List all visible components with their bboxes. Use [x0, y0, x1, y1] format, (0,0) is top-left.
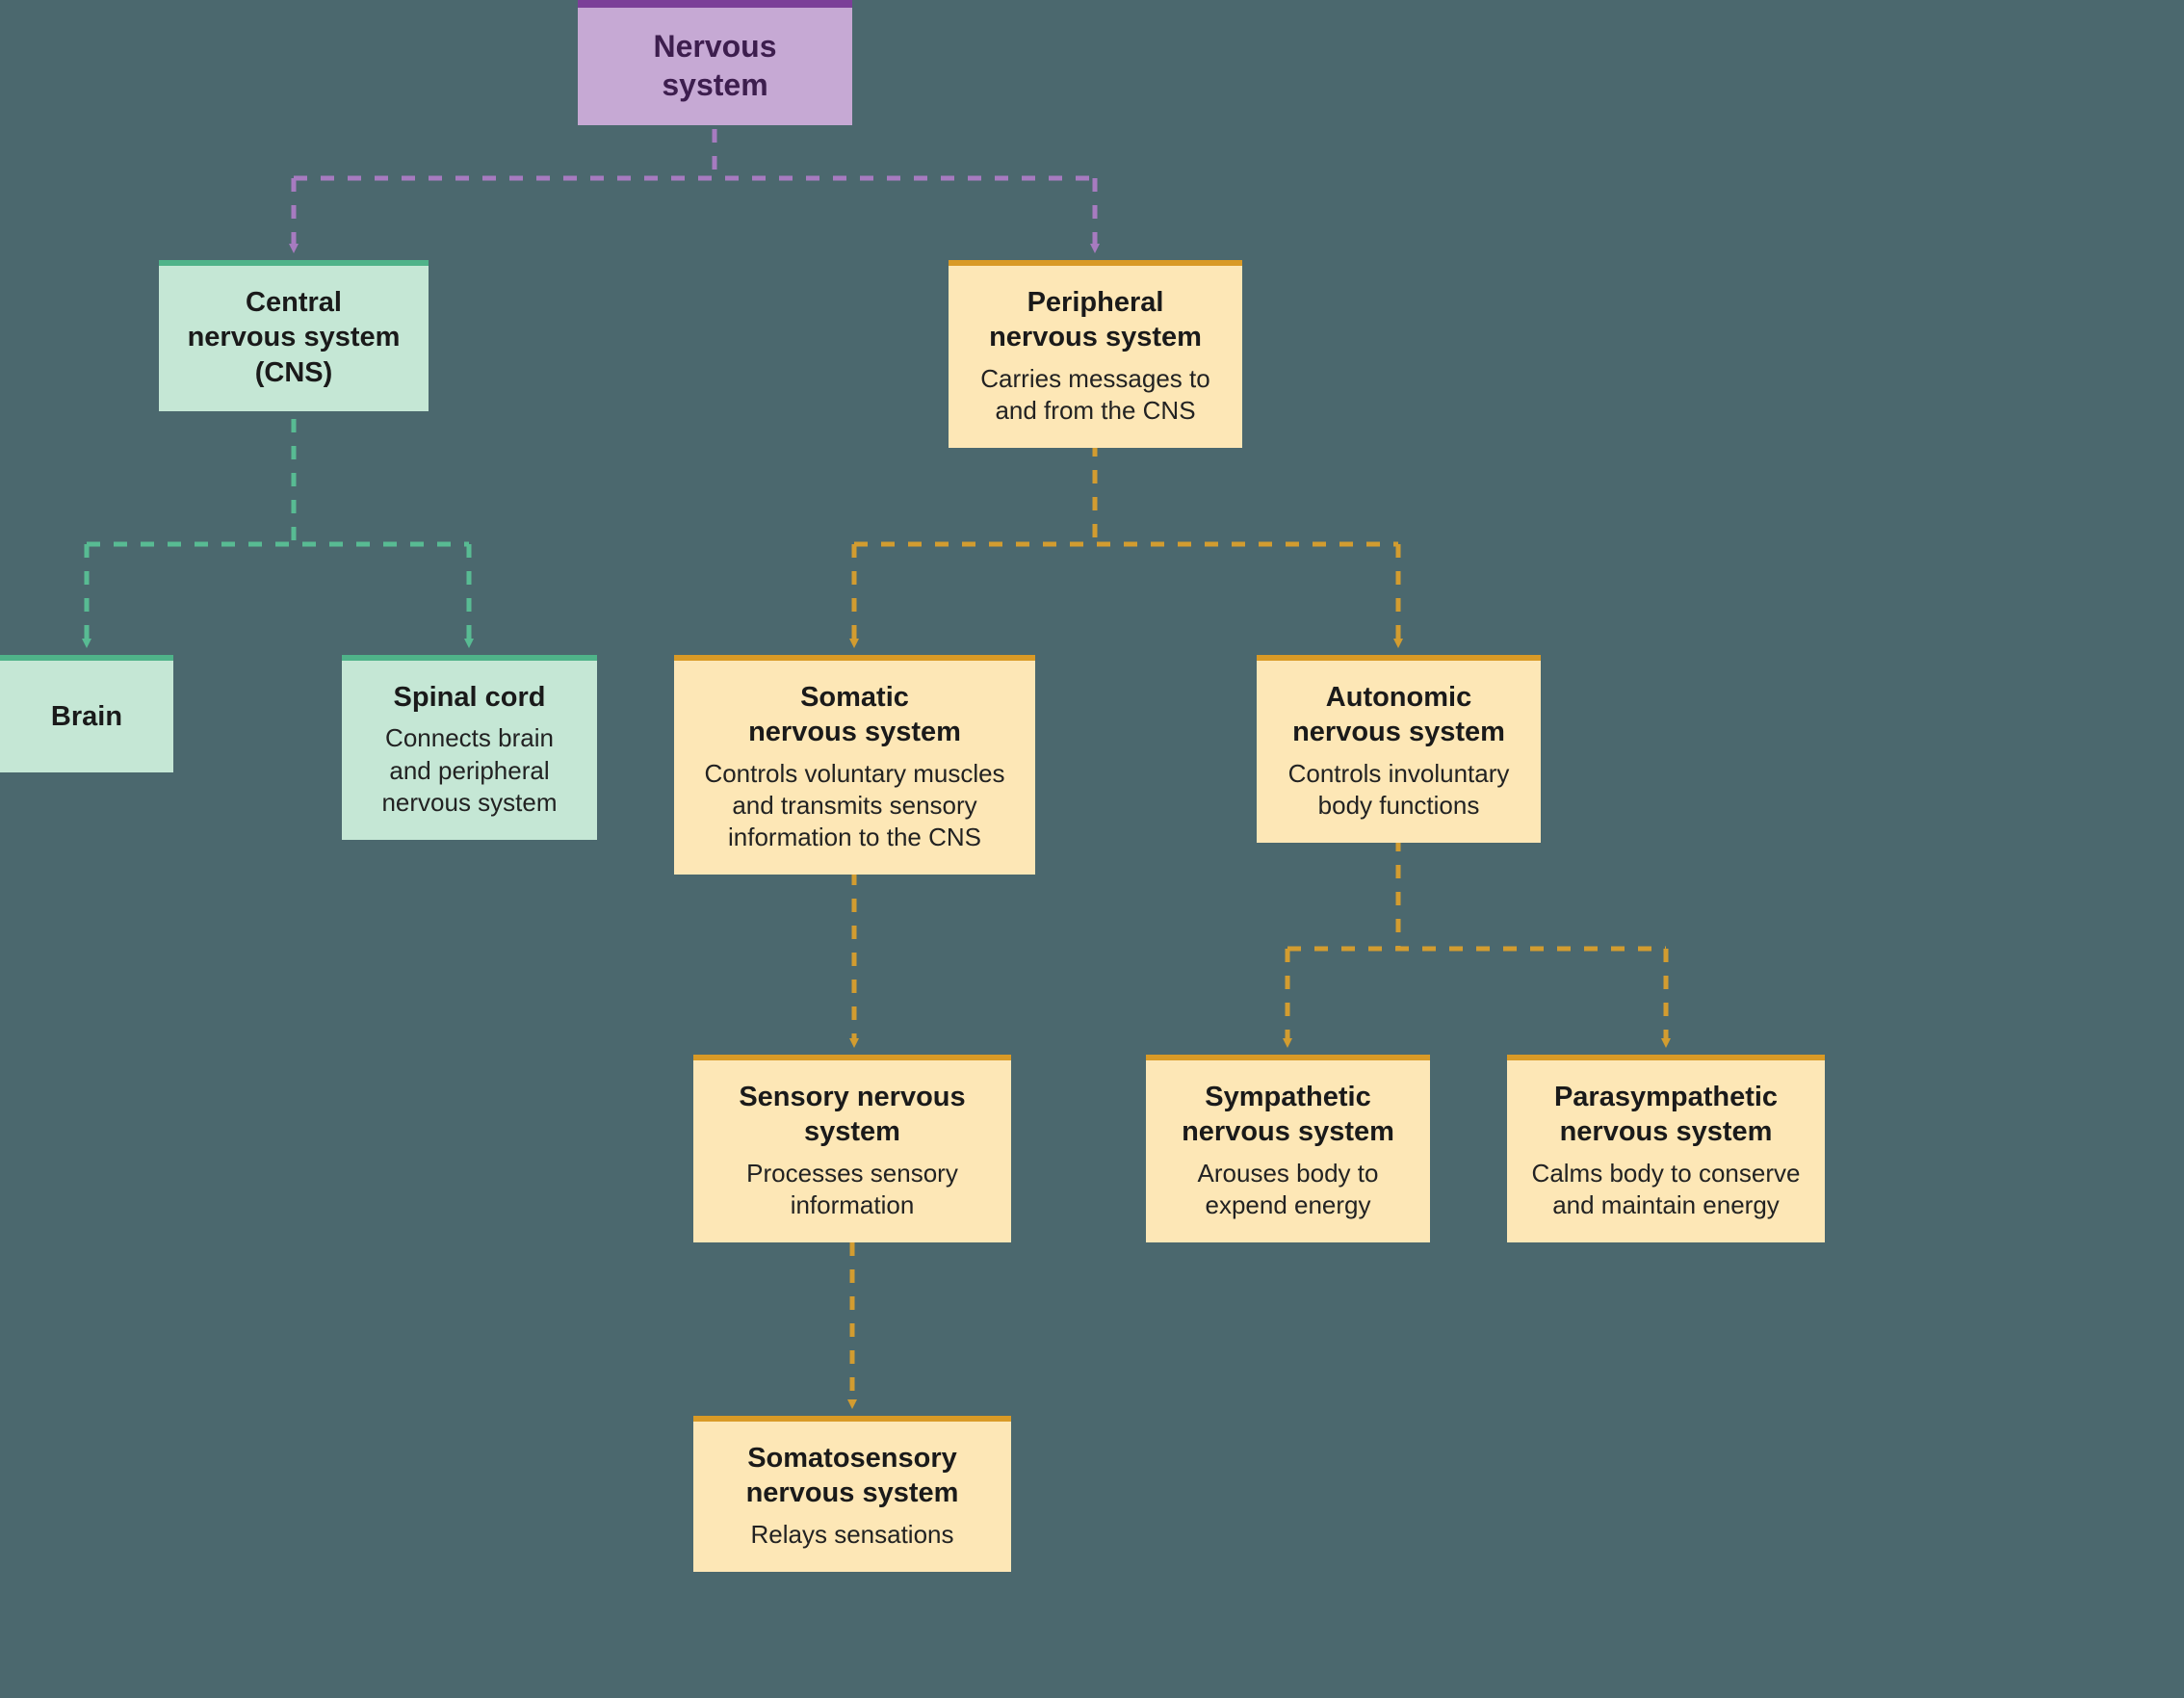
node-title: Autonomicnervous system: [1278, 680, 1520, 750]
node-title: Parasympatheticnervous system: [1528, 1080, 1804, 1150]
connector-layer: [0, 0, 2184, 1698]
node-desc: Processes sensoryinformation: [715, 1158, 990, 1222]
node-sympathetic: Sympatheticnervous system Arouses body t…: [1146, 1055, 1430, 1242]
node-desc: Carries messages toand from the CNS: [970, 363, 1221, 428]
node-title: Brain: [21, 699, 152, 734]
node-title: Nervous system: [599, 27, 831, 104]
node-title: Somatosensorynervous system: [715, 1441, 990, 1511]
node-title: Peripheralnervous system: [970, 285, 1221, 355]
node-somatosensory: Somatosensorynervous system Relays sensa…: [693, 1416, 1011, 1572]
node-desc: Calms body to conserveand maintain energ…: [1528, 1158, 1804, 1222]
node-desc: Relays sensations: [715, 1519, 990, 1551]
node-desc: Controls involuntarybody functions: [1278, 758, 1520, 823]
node-sensory: Sensory nervoussystem Processes sensoryi…: [693, 1055, 1011, 1242]
node-title: Spinal cord: [363, 680, 576, 715]
node-cns: Centralnervous system(CNS): [159, 260, 429, 411]
node-autonomic: Autonomicnervous system Controls involun…: [1257, 655, 1541, 843]
node-title: Sensory nervoussystem: [715, 1080, 990, 1150]
node-spinal-cord: Spinal cord Connects brainand peripheral…: [342, 655, 597, 840]
nervous-system-diagram: Nervous system Centralnervous system(CNS…: [0, 0, 2184, 1698]
node-desc: Arouses body toexpend energy: [1167, 1158, 1409, 1222]
node-parasympathetic: Parasympatheticnervous system Calms body…: [1507, 1055, 1825, 1242]
node-nervous-system: Nervous system: [578, 0, 852, 125]
node-desc: Connects brainand peripheralnervous syst…: [363, 722, 576, 819]
node-pns: Peripheralnervous system Carries message…: [949, 260, 1242, 448]
node-title: Sympatheticnervous system: [1167, 1080, 1409, 1150]
node-brain: Brain: [0, 655, 173, 772]
node-somatic: Somaticnervous system Controls voluntary…: [674, 655, 1035, 875]
node-desc: Controls voluntary musclesand transmits …: [695, 758, 1014, 854]
node-title: Somaticnervous system: [695, 680, 1014, 750]
node-title: Centralnervous system(CNS): [180, 285, 407, 390]
